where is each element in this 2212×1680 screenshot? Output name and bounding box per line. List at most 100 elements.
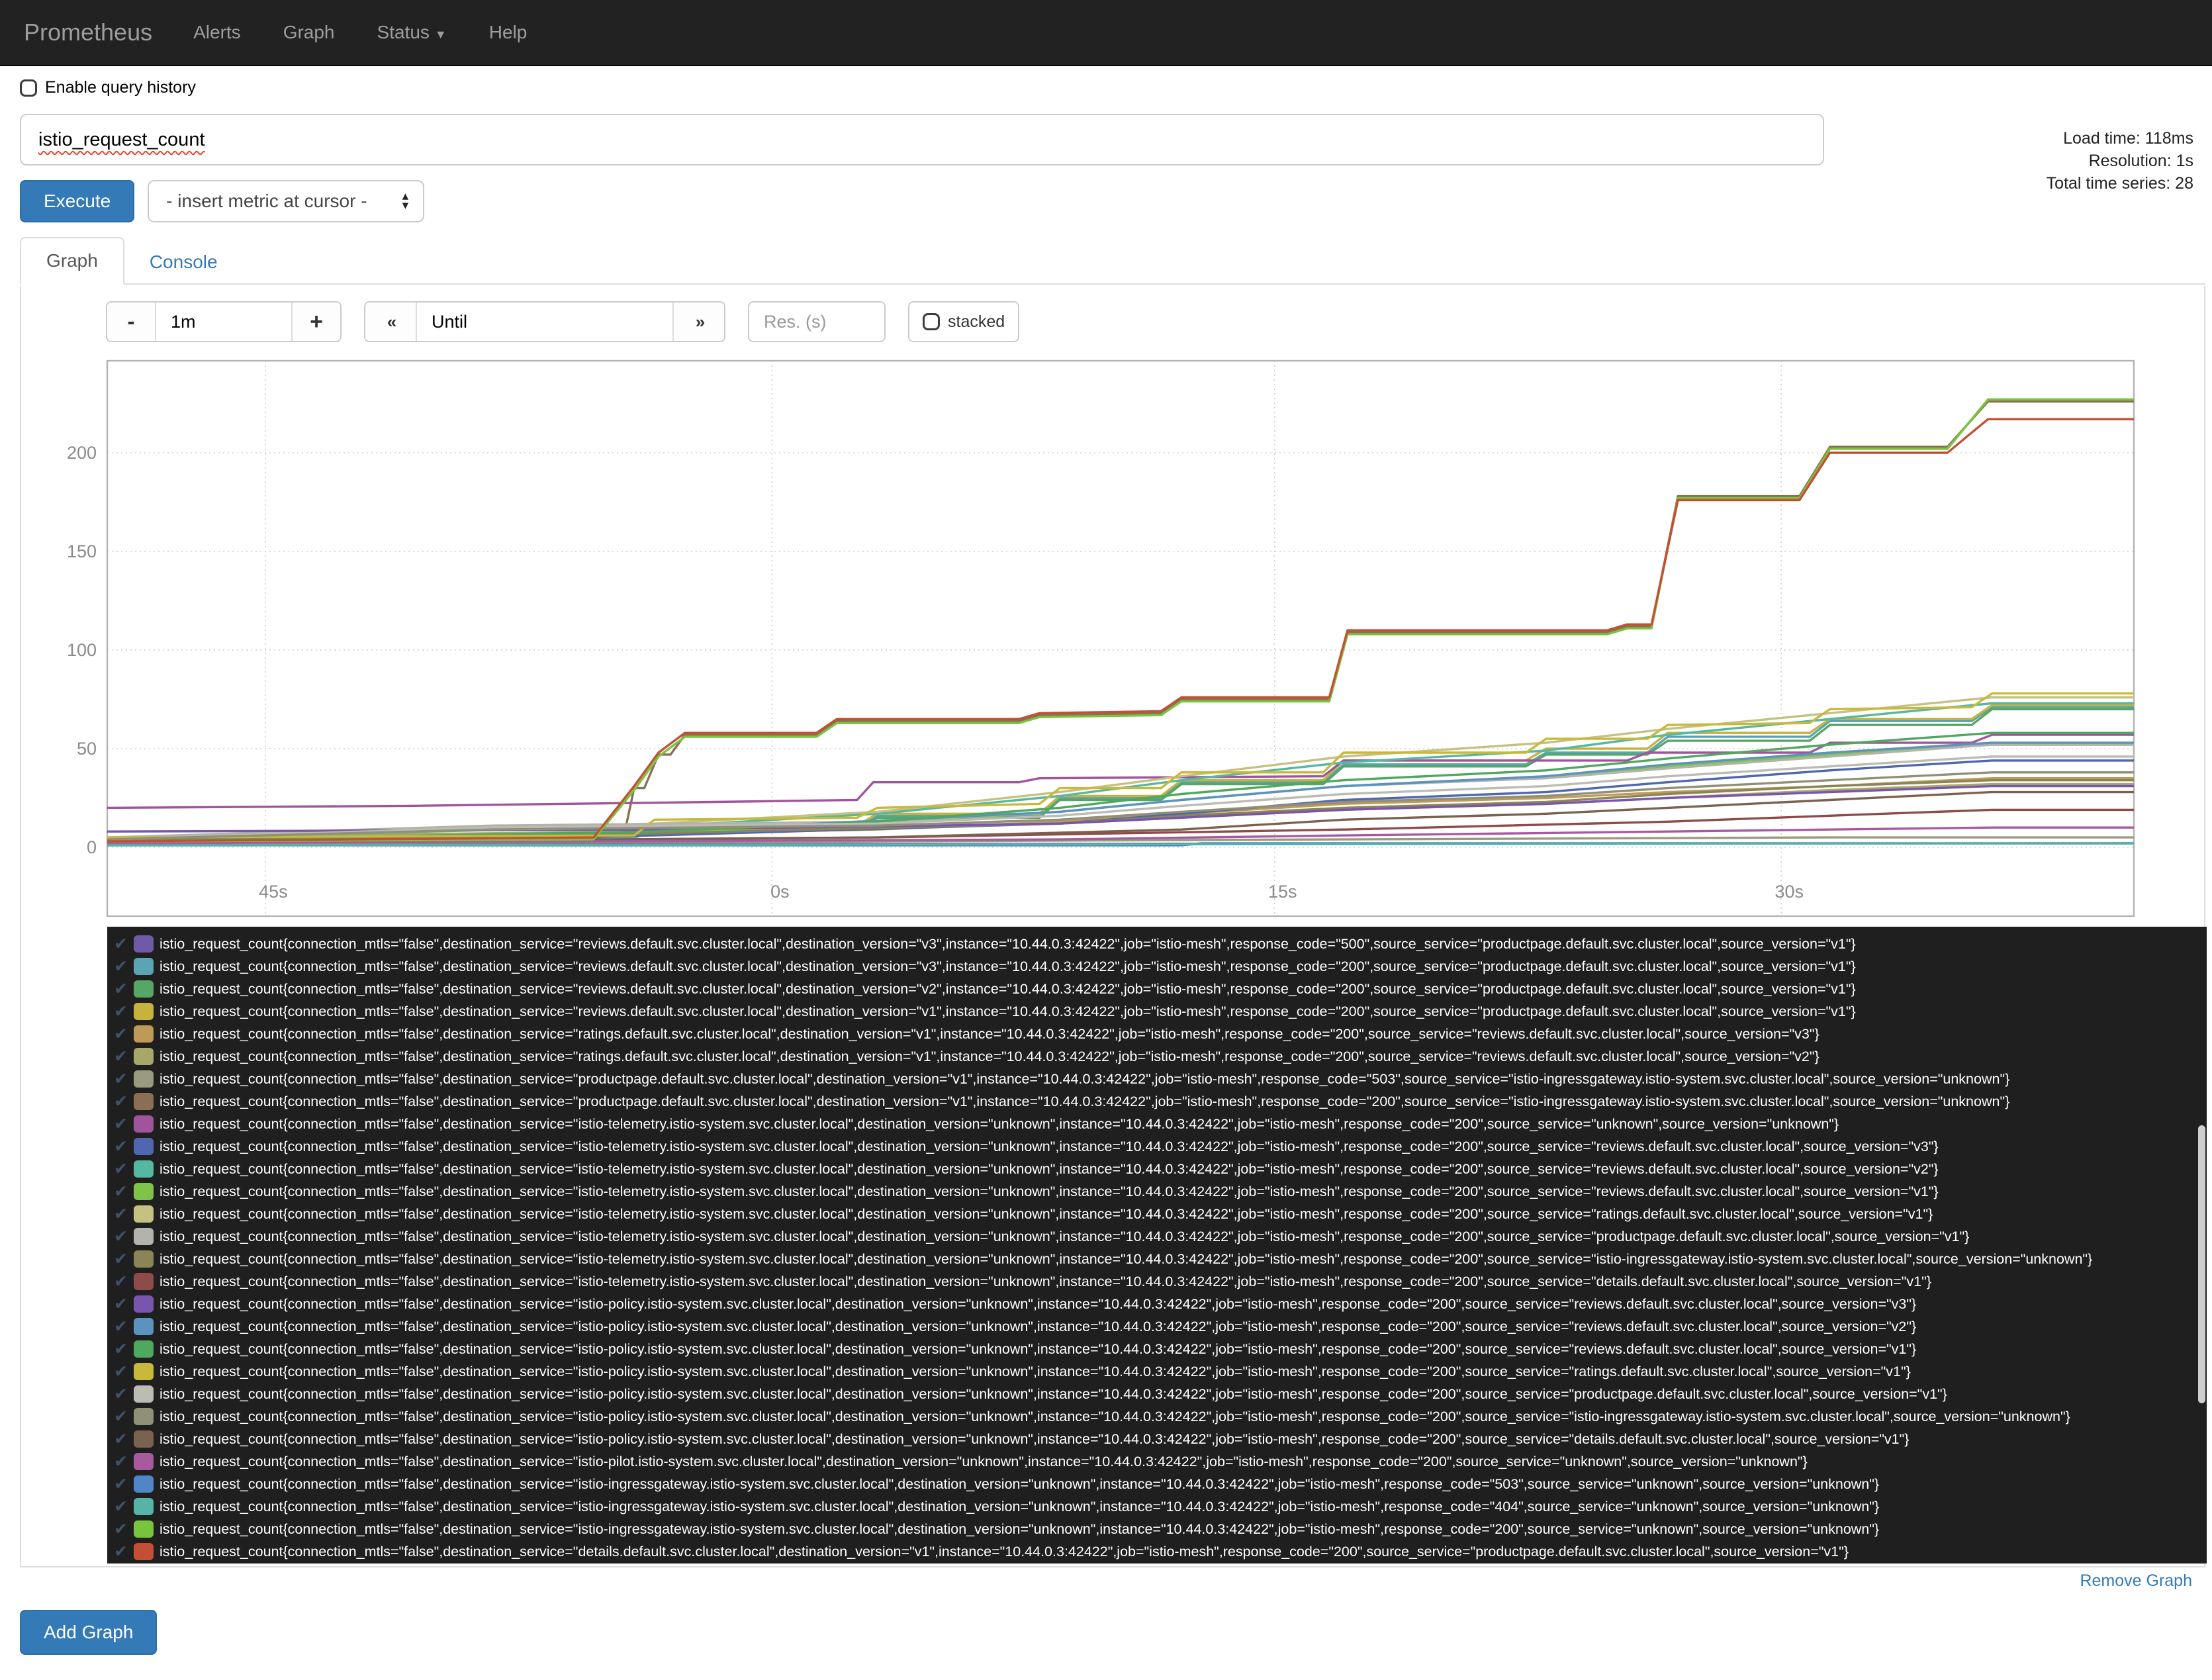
legend-item[interactable]: ✔ istio_request_count{connection_mtls="fa…	[107, 1090, 2207, 1113]
series-color-swatch	[134, 1250, 154, 1268]
series-label: istio_request_count{connection_mtls="fal…	[160, 1025, 1820, 1042]
legend-item[interactable]: ✔ istio_request_count{connection_mtls="fa…	[107, 1315, 2207, 1338]
legend-item[interactable]: ✔ istio_request_count{connection_mtls="fa…	[107, 1405, 2207, 1428]
series-color-swatch	[134, 1475, 154, 1493]
resolution: Resolution: 1s	[2088, 152, 2193, 170]
until-input[interactable]: Until	[416, 303, 674, 341]
query-expression-input[interactable]: istio_request_count	[20, 114, 1824, 165]
legend-item[interactable]: ✔ istio_request_count{connection_mtls="fa…	[107, 1023, 2207, 1045]
series-label: istio_request_count{connection_mtls="fal…	[160, 1543, 1849, 1560]
legend-item[interactable]: ✔ istio_request_count{connection_mtls="fa…	[107, 1540, 2207, 1563]
query-history-label: Enable query history	[45, 78, 196, 97]
series-color-swatch	[134, 958, 154, 975]
nav-item-alerts[interactable]: Alerts	[193, 22, 241, 42]
series-color-swatch	[134, 980, 154, 998]
series-color-swatch	[134, 1363, 154, 1380]
legend-item[interactable]: ✔ istio_request_count{connection_mtls="fa…	[107, 1450, 2207, 1473]
time-control-group: « Until »	[364, 301, 725, 342]
check-icon: ✔	[114, 935, 128, 953]
series-color-swatch	[134, 1228, 154, 1245]
svg-text:15s: 15s	[1268, 882, 1297, 902]
time-back-button[interactable]: «	[365, 303, 416, 341]
legend-item[interactable]: ✔ istio_request_count{connection_mtls="fa…	[107, 1203, 2207, 1225]
legend-item[interactable]: ✔ istio_request_count{connection_mtls="fa…	[107, 1428, 2207, 1450]
check-icon: ✔	[114, 1542, 128, 1561]
check-icon: ✔	[114, 1452, 128, 1471]
nav-item-status[interactable]: Status ▼	[377, 22, 447, 42]
series-label: istio_request_count{connection_mtls="fal…	[160, 958, 1856, 974]
svg-text:150: 150	[67, 541, 97, 561]
legend-item[interactable]: ✔ istio_request_count{connection_mtls="fa…	[107, 1113, 2207, 1135]
series-label: istio_request_count{connection_mtls="fal…	[160, 1363, 1911, 1379]
tab-graph[interactable]: Graph	[20, 237, 124, 285]
series-label: istio_request_count{connection_mtls="fal…	[160, 1340, 1917, 1357]
svg-text:45s: 45s	[259, 882, 288, 902]
legend-item[interactable]: ✔ istio_request_count{connection_mtls="fa…	[107, 978, 2207, 1000]
query-history-row: Enable query history	[20, 78, 196, 97]
series-color-swatch	[134, 1408, 154, 1425]
legend-item[interactable]: ✔ istio_request_count{connection_mtls="fa…	[107, 1383, 2207, 1405]
query-history-checkbox[interactable]	[20, 79, 37, 97]
legend-item[interactable]: ✔ istio_request_count{connection_mtls="fa…	[107, 1518, 2207, 1540]
legend-scrollbar[interactable]	[2198, 1125, 2205, 1403]
series-label: istio_request_count{connection_mtls="fal…	[160, 1205, 1933, 1222]
series-color-swatch	[134, 935, 154, 953]
insert-metric-dropdown[interactable]: - insert metric at cursor - ▴ ▾	[148, 180, 425, 222]
range-decrease-button[interactable]: -	[107, 303, 155, 341]
check-icon: ✔	[114, 1115, 128, 1133]
execute-button[interactable]: Execute	[20, 180, 135, 222]
legend-item[interactable]: ✔ istio_request_count{connection_mtls="fa…	[107, 1495, 2207, 1518]
resolution-input[interactable]: Res. (s)	[748, 301, 886, 342]
time-series-chart[interactable]: 0 50 100 150 200 45s 0s 15s 30s	[21, 354, 2205, 923]
check-icon: ✔	[114, 1520, 128, 1538]
check-icon: ✔	[114, 980, 128, 998]
legend-item[interactable]: ✔ istio_request_count{connection_mtls="fa…	[107, 955, 2207, 978]
series-color-swatch	[134, 1093, 154, 1110]
remove-graph-link[interactable]: Remove Graph	[2080, 1571, 2192, 1590]
tab-console[interactable]: Console	[149, 252, 218, 272]
legend-item[interactable]: ✔ istio_request_count{connection_mtls="fa…	[107, 1248, 2207, 1270]
series-color-swatch	[134, 1205, 154, 1223]
legend-item[interactable]: ✔ istio_request_count{connection_mtls="fa…	[107, 1158, 2207, 1180]
app-brand[interactable]: Prometheus	[24, 19, 153, 46]
series-color-swatch	[134, 1138, 154, 1155]
series-label: istio_request_count{connection_mtls="fal…	[160, 1295, 1917, 1312]
check-icon: ✔	[114, 1497, 128, 1516]
legend-item[interactable]: ✔ istio_request_count{connection_mtls="fa…	[107, 933, 2207, 955]
check-icon: ✔	[114, 1430, 128, 1448]
legend-item[interactable]: ✔ istio_request_count{connection_mtls="fa…	[107, 1338, 2207, 1360]
nav-item-graph[interactable]: Graph	[283, 22, 335, 42]
legend-item[interactable]: ✔ istio_request_count{connection_mtls="fa…	[107, 1180, 2207, 1203]
chevron-down-icon: ▼	[434, 28, 447, 41]
legend-item[interactable]: ✔ istio_request_count{connection_mtls="fa…	[107, 1293, 2207, 1315]
graph-panel: - 1m + « Until » Res. (s) stacked 0 50 100…	[20, 286, 2207, 1567]
check-icon: ✔	[114, 1295, 128, 1313]
series-color-swatch	[134, 1430, 154, 1448]
check-icon: ✔	[114, 1385, 128, 1403]
check-icon: ✔	[114, 1205, 128, 1223]
time-forward-button[interactable]: »	[674, 303, 724, 341]
legend-item[interactable]: ✔ istio_request_count{connection_mtls="fa…	[107, 1000, 2207, 1023]
add-graph-button[interactable]: Add Graph	[20, 1610, 158, 1655]
query-expression-text: istio_request_count	[38, 128, 205, 150]
legend-item[interactable]: ✔ istio_request_count{connection_mtls="fa…	[107, 1135, 2207, 1158]
legend-item[interactable]: ✔ istio_request_count{connection_mtls="fa…	[107, 1068, 2207, 1090]
legend-item[interactable]: ✔ istio_request_count{connection_mtls="fa…	[107, 1473, 2207, 1495]
svg-text:100: 100	[67, 640, 97, 660]
query-stats: Load time: 118ms Resolution: 1s Total ti…	[2047, 127, 2193, 195]
series-label: istio_request_count{connection_mtls="fal…	[160, 1003, 1856, 1019]
legend-item[interactable]: ✔ istio_request_count{connection_mtls="fa…	[107, 1360, 2207, 1383]
legend-item[interactable]: ✔ istio_request_count{connection_mtls="fa…	[107, 1225, 2207, 1248]
series-color-swatch	[134, 1520, 154, 1538]
series-color-swatch	[134, 1453, 154, 1470]
svg-text:50: 50	[77, 739, 97, 759]
svg-text:0: 0	[87, 837, 97, 857]
nav-item-help[interactable]: Help	[488, 22, 528, 42]
legend-item[interactable]: ✔ istio_request_count{connection_mtls="fa…	[107, 1270, 2207, 1293]
stacked-checkbox[interactable]	[923, 313, 940, 330]
range-input[interactable]: 1m	[155, 303, 293, 341]
legend-item[interactable]: ✔ istio_request_count{connection_mtls="fa…	[107, 1045, 2207, 1068]
range-increase-button[interactable]: +	[293, 303, 340, 341]
series-color-swatch	[134, 1115, 154, 1133]
check-icon: ✔	[114, 1340, 128, 1358]
